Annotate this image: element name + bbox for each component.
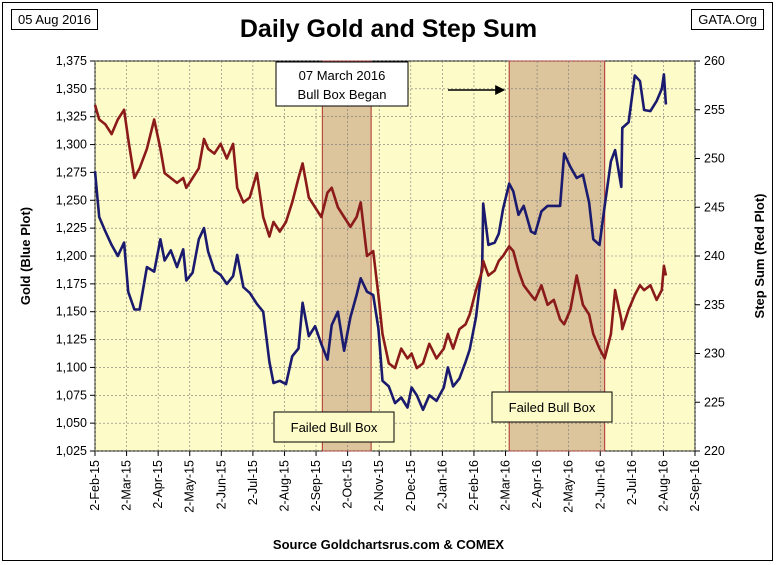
- chart-source: Source Goldchartsrus.com & COMEX: [272, 537, 505, 552]
- y2-tick-label: 230: [704, 347, 725, 361]
- annotation-line-1: 07 March 2016: [299, 68, 386, 83]
- y-tick-label: 1,250: [56, 193, 87, 207]
- y2-tick-label: 240: [704, 249, 725, 263]
- chart-title: Daily Gold and Step Sum: [239, 15, 538, 43]
- y-tick-label: 1,300: [56, 138, 87, 152]
- x-tick-label: 2-Mar-16: [499, 460, 513, 511]
- y2-tick-label: 235: [704, 298, 725, 312]
- y-axis-title: Gold (Blue Plot): [18, 207, 33, 305]
- y-tick-label: 1,225: [56, 221, 87, 235]
- x-tick-label: 2-Jul-16: [625, 460, 639, 505]
- annotation-arrow-head: [495, 85, 506, 95]
- y-tick-label: 1,050: [56, 416, 87, 430]
- x-tick-label: 2-Nov-15: [372, 460, 386, 511]
- y-tick-label: 1,200: [56, 249, 87, 263]
- x-tick-label: 2-Aug-15: [277, 460, 291, 511]
- x-tick-label: 2-Apr-15: [151, 460, 165, 509]
- x-tick-label: 2-Oct-15: [341, 460, 355, 509]
- y-tick-label: 1,275: [56, 165, 87, 179]
- x-tick-label: 2-Apr-16: [530, 460, 544, 509]
- y-tick-label: 1,125: [56, 333, 87, 347]
- x-tick-label: 2-May-15: [183, 460, 197, 513]
- failed-bull-box-label-box: [491, 391, 613, 423]
- y-tick-label: 1,075: [56, 388, 87, 402]
- x-tick-label: 2-Jun-16: [593, 460, 607, 509]
- x-tick-label: 2-Feb-15: [88, 460, 102, 511]
- x-tick-label: 2-Jan-16: [435, 460, 449, 509]
- y-tick-label: 1,100: [56, 360, 87, 374]
- shaded-region-1: [321, 60, 372, 452]
- x-tick-label: 2-Aug-16: [656, 460, 670, 511]
- series-step-sum-line: [93, 104, 668, 370]
- source-label: GATA.Org: [691, 9, 764, 30]
- y-tick-label: 1,150: [56, 305, 87, 319]
- failed-bull-box-label-box: [273, 411, 395, 443]
- y-tick-label: 1,375: [56, 54, 87, 68]
- y-tick-label: 1,025: [56, 444, 87, 458]
- y2-tick-label: 250: [704, 152, 725, 166]
- x-tick-label: 2-Sep-15: [309, 460, 323, 511]
- failed-bull-box-label: Failed Bull Box: [291, 420, 378, 435]
- x-tick-label: 2-May-16: [562, 460, 576, 513]
- x-tick-label: 2-Dec-15: [404, 460, 418, 511]
- series-gold-line: [93, 73, 668, 412]
- x-tick-label: 2-Sep-16: [688, 460, 702, 511]
- y2-tick-label: 260: [704, 54, 725, 68]
- annotation-line-2: Bull Box Began: [298, 87, 387, 102]
- y-tick-label: 1,350: [56, 82, 87, 96]
- annotation-box: [275, 61, 409, 107]
- y2-tick-label: 225: [704, 395, 725, 409]
- x-tick-label: 2-Jun-15: [214, 460, 228, 509]
- y-tick-label: 1,175: [56, 277, 87, 291]
- x-tick-label: 2-Jul-15: [246, 460, 260, 505]
- y-tick-label: 1,325: [56, 110, 87, 124]
- x-tick-label: 2-Mar-15: [120, 460, 134, 511]
- y2-tick-label: 255: [704, 103, 725, 117]
- y2-axis-title: Step Sum (Red Plot): [752, 194, 767, 319]
- x-tick-label: 2-Feb-16: [467, 460, 481, 511]
- failed-bull-box-label: Failed Bull Box: [509, 400, 596, 415]
- y2-tick-label: 220: [704, 444, 725, 458]
- y2-tick-label: 245: [704, 200, 725, 214]
- date-label: 05 Aug 2016: [11, 9, 99, 30]
